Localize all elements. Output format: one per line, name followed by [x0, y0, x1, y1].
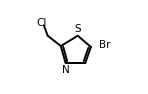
Text: Cl: Cl: [37, 19, 47, 28]
Text: Br: Br: [99, 40, 110, 50]
Text: S: S: [74, 24, 81, 34]
Text: N: N: [62, 65, 69, 75]
